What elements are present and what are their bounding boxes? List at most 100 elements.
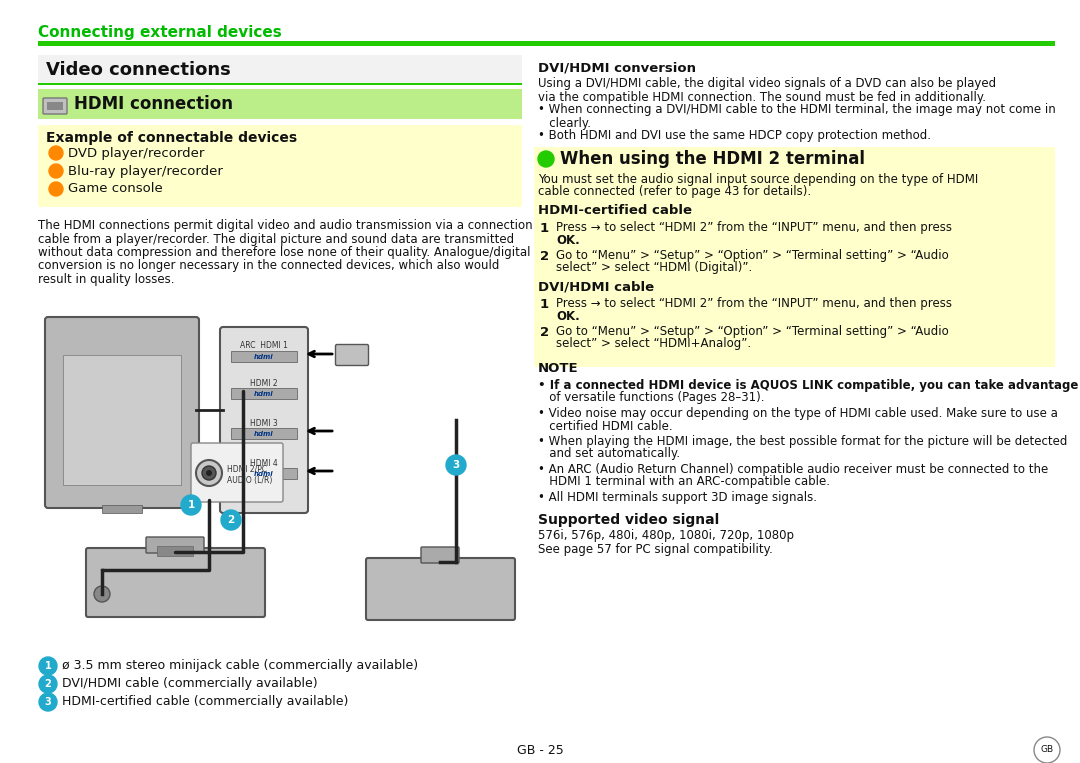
Text: Go to “Menu” > “Setup” > “Option” > “Terminal setting” > “Audio: Go to “Menu” > “Setup” > “Option” > “Ter… xyxy=(556,324,948,337)
FancyBboxPatch shape xyxy=(220,327,308,513)
Text: Blu-ray player/recorder: Blu-ray player/recorder xyxy=(68,165,222,178)
Text: hdmi: hdmi xyxy=(254,354,274,360)
FancyBboxPatch shape xyxy=(366,558,515,620)
Bar xyxy=(38,41,1055,46)
Text: OK.: OK. xyxy=(556,233,580,246)
Text: • When playing the HDMI image, the best possible format for the picture will be : • When playing the HDMI image, the best … xyxy=(538,434,1067,448)
Circle shape xyxy=(39,657,57,675)
Text: select” > select “HDMI (Digital)”.: select” > select “HDMI (Digital)”. xyxy=(556,262,753,275)
Bar xyxy=(102,505,141,513)
Text: DVI/HDMI cable: DVI/HDMI cable xyxy=(538,281,654,294)
Circle shape xyxy=(221,510,241,530)
Text: hdmi: hdmi xyxy=(254,391,274,397)
Text: HDMI-certified cable: HDMI-certified cable xyxy=(538,204,692,217)
Text: HDMI 3: HDMI 3 xyxy=(251,418,278,427)
FancyBboxPatch shape xyxy=(45,317,199,508)
Text: via the compatible HDMI connection. The sound must be fed in additionally.: via the compatible HDMI connection. The … xyxy=(538,91,986,104)
Text: select” > select “HDMI+Analog”.: select” > select “HDMI+Analog”. xyxy=(556,337,751,350)
Text: The HDMI connections permit digital video and audio transmission via a connectio: The HDMI connections permit digital vide… xyxy=(38,219,532,232)
Circle shape xyxy=(195,460,222,486)
Circle shape xyxy=(206,470,212,476)
Text: Using a DVI/HDMI cable, the digital video signals of a DVD can also be played: Using a DVI/HDMI cable, the digital vide… xyxy=(538,78,996,91)
Text: 2: 2 xyxy=(228,515,234,525)
Text: GB: GB xyxy=(1040,745,1054,755)
Bar xyxy=(38,125,522,207)
Text: • When connecting a DVI/HDMI cable to the HDMI terminal, the image may not come : • When connecting a DVI/HDMI cable to th… xyxy=(538,104,1056,117)
Text: 576i, 576p, 480i, 480p, 1080i, 720p, 1080p: 576i, 576p, 480i, 480p, 1080i, 720p, 108… xyxy=(538,530,794,542)
Circle shape xyxy=(49,164,63,178)
Bar xyxy=(157,546,193,556)
Text: HDMI 1 terminal with an ARC-compatible cable.: HDMI 1 terminal with an ARC-compatible c… xyxy=(538,475,831,488)
Bar xyxy=(38,83,522,85)
Bar xyxy=(38,55,522,85)
Text: hdmi: hdmi xyxy=(254,471,274,477)
FancyBboxPatch shape xyxy=(191,443,283,502)
Text: AUDIO (L/R): AUDIO (L/R) xyxy=(227,475,272,485)
Circle shape xyxy=(181,495,201,515)
Bar xyxy=(231,468,297,479)
Text: result in quality losses.: result in quality losses. xyxy=(38,273,175,286)
Text: clearly.: clearly. xyxy=(538,117,591,130)
Text: Game console: Game console xyxy=(68,182,163,195)
Text: and set automatically.: and set automatically. xyxy=(538,448,680,461)
FancyBboxPatch shape xyxy=(43,98,67,114)
FancyBboxPatch shape xyxy=(86,548,265,617)
Text: 1: 1 xyxy=(540,298,549,311)
Bar xyxy=(231,428,297,439)
Text: HDMI-certified cable (commercially available): HDMI-certified cable (commercially avail… xyxy=(62,696,349,709)
Bar xyxy=(63,355,181,485)
Text: 1: 1 xyxy=(540,221,549,234)
Text: Supported video signal: Supported video signal xyxy=(538,513,719,527)
Circle shape xyxy=(49,146,63,160)
Circle shape xyxy=(1034,737,1059,763)
Text: HDMI 2/PC: HDMI 2/PC xyxy=(227,465,267,474)
Circle shape xyxy=(49,182,63,196)
FancyBboxPatch shape xyxy=(421,547,459,563)
Text: 2: 2 xyxy=(540,326,549,339)
Text: cable from a player/recorder. The digital picture and sound data are transmitted: cable from a player/recorder. The digita… xyxy=(38,233,514,246)
Text: DVI/HDMI conversion: DVI/HDMI conversion xyxy=(538,62,696,75)
Text: • If a connected HDMI device is AQUOS LINK compatible, you can take advantage: • If a connected HDMI device is AQUOS LI… xyxy=(538,378,1078,391)
Bar xyxy=(534,147,1055,367)
Text: 1: 1 xyxy=(187,500,194,510)
Text: • All HDMI terminals support 3D image signals.: • All HDMI terminals support 3D image si… xyxy=(538,491,816,504)
Circle shape xyxy=(446,455,465,475)
Text: DVD player/recorder: DVD player/recorder xyxy=(68,146,204,159)
Text: DVI/HDMI cable (commercially available): DVI/HDMI cable (commercially available) xyxy=(62,678,318,691)
FancyBboxPatch shape xyxy=(146,537,204,553)
Bar xyxy=(231,388,297,399)
Text: You must set the audio signal input source depending on the type of HDMI: You must set the audio signal input sour… xyxy=(538,172,978,185)
Text: HDMI 4: HDMI 4 xyxy=(251,459,278,468)
Circle shape xyxy=(94,586,110,602)
Text: cable connected (refer to page 43 for details).: cable connected (refer to page 43 for de… xyxy=(538,185,811,198)
Circle shape xyxy=(39,675,57,693)
Text: Press → to select “HDMI 2” from the “INPUT” menu, and then press: Press → to select “HDMI 2” from the “INP… xyxy=(556,297,951,310)
Circle shape xyxy=(538,151,554,167)
Text: without data compression and therefore lose none of their quality. Analogue/digi: without data compression and therefore l… xyxy=(38,246,530,259)
Text: hdmi: hdmi xyxy=(254,431,274,437)
Text: 1: 1 xyxy=(44,661,52,671)
Text: 2: 2 xyxy=(44,679,52,689)
Text: • An ARC (Audio Return Channel) compatible audio receiver must be connected to t: • An ARC (Audio Return Channel) compatib… xyxy=(538,462,1049,475)
Text: ø 3.5 mm stereo minijack cable (commercially available): ø 3.5 mm stereo minijack cable (commerci… xyxy=(62,659,418,672)
Text: Connecting external devices: Connecting external devices xyxy=(38,24,282,40)
Circle shape xyxy=(202,466,216,480)
Text: See page 57 for PC signal compatibility.: See page 57 for PC signal compatibility. xyxy=(538,542,773,555)
Text: NOTE: NOTE xyxy=(538,362,579,375)
Text: Video connections: Video connections xyxy=(46,61,231,79)
Text: HDMI connection: HDMI connection xyxy=(75,95,233,113)
Bar xyxy=(38,89,522,119)
Text: OK.: OK. xyxy=(556,310,580,323)
Text: Press → to select “HDMI 2” from the “INPUT” menu, and then press: Press → to select “HDMI 2” from the “INP… xyxy=(556,221,951,233)
Text: certified HDMI cable.: certified HDMI cable. xyxy=(538,420,673,433)
FancyBboxPatch shape xyxy=(336,345,368,365)
Circle shape xyxy=(39,693,57,711)
Text: When using the HDMI 2 terminal: When using the HDMI 2 terminal xyxy=(561,150,865,168)
Text: 3: 3 xyxy=(44,697,52,707)
Text: • Video noise may occur depending on the type of HDMI cable used. Make sure to u: • Video noise may occur depending on the… xyxy=(538,407,1058,420)
Text: conversion is no longer necessary in the connected devices, which also would: conversion is no longer necessary in the… xyxy=(38,259,499,272)
Text: of versatile functions (Pages 28–31).: of versatile functions (Pages 28–31). xyxy=(538,391,765,404)
Text: HDMI 2: HDMI 2 xyxy=(251,378,278,388)
Bar xyxy=(231,351,297,362)
Bar xyxy=(48,102,63,110)
